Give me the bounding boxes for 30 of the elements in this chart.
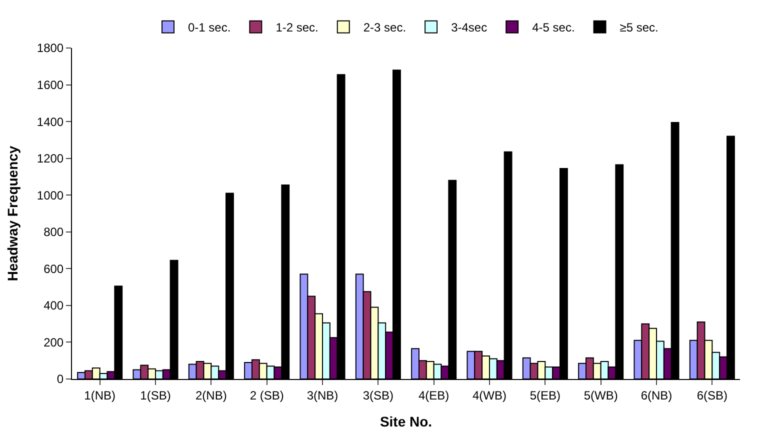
y-axis-title: Headway Frequency [4, 146, 20, 282]
x-tick-label: 6(NB) [640, 388, 672, 402]
y-tick-label: 1200 [36, 152, 64, 166]
y-tick-label: 800 [44, 225, 64, 240]
y-tick-label: 600 [44, 262, 64, 276]
legend-label: 2-3 sec. [363, 20, 406, 35]
legend-label: ≥5 sec. [620, 20, 658, 35]
x-tick-label: 4(EB) [418, 388, 450, 402]
x-tick-label: 3(NB) [306, 388, 338, 402]
y-tick-label: 1000 [36, 188, 64, 202]
x-tick-label: 2 (SB) [250, 388, 284, 402]
x-tick-label: 3(SB) [362, 388, 394, 402]
legend-label: 0-1 sec. [188, 20, 231, 35]
x-tick-label: 2(NB) [196, 388, 227, 402]
x-tick-label: 5(EB) [530, 388, 561, 402]
x-tick-label: 4(WB) [472, 388, 506, 402]
x-axis-title: Site No. [380, 414, 432, 430]
y-tick-label: 1600 [36, 78, 64, 92]
y-tick-label: 1800 [36, 41, 64, 56]
x-tick-label: 5(WB) [584, 388, 618, 402]
y-tick-label: 1400 [36, 114, 64, 129]
legend-label: 4-5 sec. [532, 20, 575, 35]
x-tick-label: 6(SB) [696, 388, 728, 402]
x-tick-label: 1(SB) [140, 388, 171, 402]
y-tick-label: 0 [56, 372, 64, 386]
legend-label: 3-4sec [451, 20, 488, 35]
legend-label: 1-2 sec. [276, 20, 318, 35]
x-tick-label: 1(NB) [84, 388, 116, 402]
y-tick-label: 400 [44, 298, 64, 313]
y-tick-label: 200 [44, 335, 64, 350]
